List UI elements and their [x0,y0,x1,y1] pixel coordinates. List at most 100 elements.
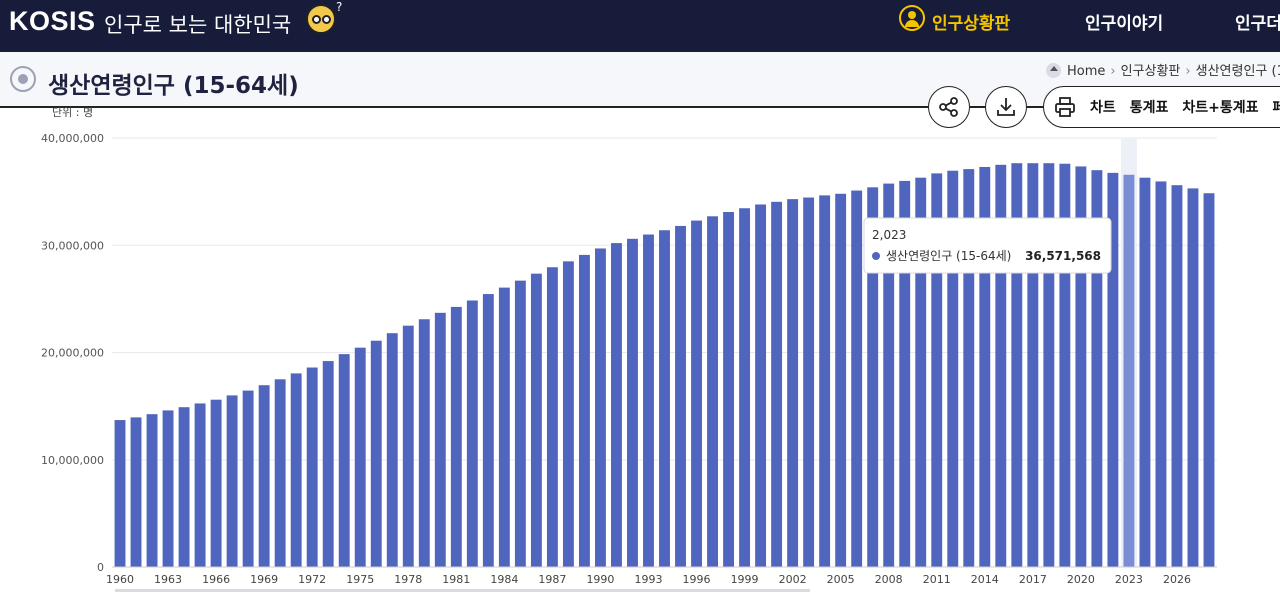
bar-1989[interactable] [578,254,590,567]
bar-1982[interactable] [466,300,478,567]
home-icon[interactable] [1046,63,1061,78]
bar-2007[interactable] [867,187,879,567]
bar-2010[interactable] [915,177,927,567]
bar-1974[interactable] [338,354,350,567]
download-icon [997,98,1015,116]
bar-1980[interactable] [434,312,446,567]
y-tick-label: 20,000,000 [41,347,104,360]
x-tick-label: 1984 [490,573,518,586]
bar-1985[interactable] [514,280,526,567]
print-icon[interactable] [1054,96,1076,118]
bar-2017[interactable] [1027,163,1039,568]
bar-1967[interactable] [226,395,238,567]
bar-1996[interactable] [691,220,702,567]
bar-2025[interactable] [1155,181,1167,567]
bar-1991[interactable] [611,243,622,568]
y-tick-label: 10,000,000 [41,454,104,467]
bar-1971[interactable] [290,373,302,567]
bar-1963[interactable] [162,410,174,567]
bar-2027[interactable] [1187,188,1199,567]
nav-item-dashboard[interactable]: 인구상황판 [932,14,1011,34]
bar-1970[interactable] [274,379,286,567]
title-bar: 생산연령인구 (15-64세) Home›인구상황판›생산연령인구 (15 [0,52,1280,108]
bar-1968[interactable] [242,390,254,567]
bar-2024[interactable] [1139,177,1151,567]
tooltip-marker [872,252,880,260]
bar-1992[interactable] [627,238,638,567]
bar-2001[interactable] [771,201,783,567]
bar-1983[interactable] [482,294,494,567]
bar-2016[interactable] [1011,163,1023,568]
bar-1975[interactable] [354,347,366,567]
view-more-option[interactable]: 페 [1272,100,1280,116]
user-status-icon [899,5,925,31]
bar-1976[interactable] [370,340,382,567]
bar-2004[interactable] [819,195,831,567]
bar-1973[interactable] [322,361,334,567]
bar-2021[interactable] [1091,170,1103,568]
bar-2019[interactable] [1059,163,1071,568]
bar-1987[interactable] [546,267,558,567]
bar-1999[interactable] [739,208,751,567]
x-tick-label: 2014 [971,573,999,586]
bar-1994[interactable] [659,230,670,568]
nav-item-stories[interactable]: 인구이야기 [1085,14,1164,34]
chart-tooltip: 2,023 생산연령인구 (15-64세) 36,571,568 [863,217,1112,274]
mascot-icon: ? [306,0,342,34]
x-tick-label: 2011 [923,573,951,586]
share-button[interactable] [928,86,970,128]
bar-1986[interactable] [530,273,542,567]
bar-2015[interactable] [995,164,1007,567]
bar-1972[interactable] [306,367,318,567]
bar-1961[interactable] [130,417,142,567]
bar-1981[interactable] [450,306,462,567]
share-icon [939,97,958,117]
nav-item-more[interactable]: 인구더 [1235,14,1280,34]
tooltip-box [863,217,1112,274]
bar-2012[interactable] [947,170,959,567]
bar-1997[interactable] [707,216,718,568]
bar-2011[interactable] [931,173,943,567]
x-tick-label: 1990 [586,573,614,586]
bar-1977[interactable] [386,333,398,567]
site-tagline: 인구로 보는 대한민국 [104,13,292,37]
bar-1998[interactable] [723,212,735,567]
bar-1979[interactable] [418,319,430,567]
bar-2006[interactable] [851,190,863,568]
bar-1993[interactable] [643,234,654,567]
bar-2013[interactable] [963,169,975,568]
bar-2018[interactable] [1043,163,1055,568]
bar-2028[interactable] [1203,193,1215,567]
bar-1966[interactable] [210,399,222,567]
bar-2022[interactable] [1107,172,1119,567]
breadcrumb-home[interactable]: Home [1067,64,1106,79]
bar-1969[interactable] [258,385,270,567]
bar-2000[interactable] [755,204,767,567]
bar-2009[interactable] [899,180,911,567]
bar-1995[interactable] [675,225,686,567]
view-table-option[interactable]: 통계표 [1129,100,1169,116]
bar-2023[interactable] [1123,174,1135,567]
bar-2003[interactable] [803,197,815,567]
breadcrumb-dashboard[interactable]: 인구상황판 [1120,64,1181,79]
x-tick-label: 2005 [827,573,855,586]
bar-1964[interactable] [178,407,190,567]
bar-1960[interactable] [114,420,126,567]
bar-1990[interactable] [594,248,606,567]
bar-2026[interactable] [1171,185,1183,567]
view-chart-option[interactable]: 차트 [1090,100,1116,116]
bar-2014[interactable] [979,166,991,567]
bar-2005[interactable] [835,193,847,567]
kosis-logo[interactable]: KOSIS [9,6,96,36]
bar-1965[interactable] [194,403,206,567]
chart-scrollbar[interactable] [115,589,810,592]
bar-1978[interactable] [402,325,414,567]
bar-1984[interactable] [498,287,510,567]
bar-1962[interactable] [146,414,158,567]
bar-2008[interactable] [883,183,895,568]
view-chart-table-option[interactable]: 차트+통계표 [1182,100,1259,116]
bar-2002[interactable] [787,199,799,567]
download-button[interactable] [985,86,1027,128]
bar-2020[interactable] [1075,166,1087,567]
bar-1988[interactable] [562,261,574,567]
